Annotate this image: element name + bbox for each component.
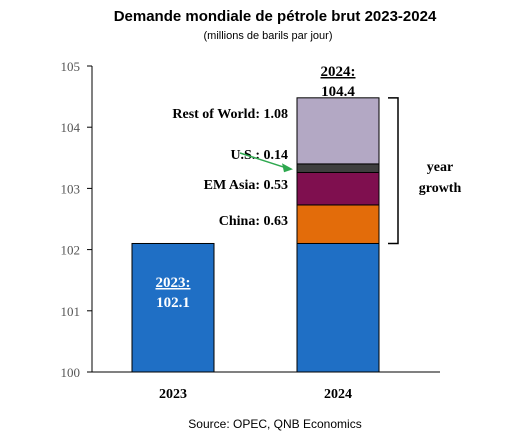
plot-area: 100 101 102 103 104 105 2023 2024 China: 0.63 EM …: [61, 59, 462, 402]
bar-segment-u-s-: [296, 163, 380, 173]
x-tick-label: 2024: [324, 387, 352, 402]
bar-label-value-2023: 102.1: [156, 295, 190, 311]
y-tick-label: 104: [61, 120, 81, 135]
x-tick-label: 2023: [159, 387, 187, 402]
bracket-label-line-2: growth: [419, 181, 462, 196]
chart-source: Source: OPEC, QNB Economics: [188, 417, 361, 431]
chart-subtitle: (millions de barils par jour): [204, 30, 333, 42]
bar-label-year-2023: 2023:: [156, 275, 191, 291]
y-tick-label: 105: [61, 59, 81, 74]
growth-bracket: [388, 97, 399, 245]
bar-label-year-2024: 2024:: [321, 64, 356, 80]
y-tick-label: 103: [61, 181, 81, 196]
arrow-line: [239, 152, 285, 168]
bar-base-2023: [131, 242, 215, 373]
segment-label: EM Asia: 0.53: [204, 178, 288, 193]
segment-label: U.S.: 0.14: [230, 148, 288, 163]
segment-label: China: 0.63: [219, 214, 288, 229]
bar-label-value-2024: 104.4: [321, 84, 355, 100]
y-tick-label: 100: [61, 365, 81, 380]
bracket-label-line-1: year: [427, 160, 453, 175]
bar-segment-em-asia: [296, 171, 380, 206]
bar-base-2024: [296, 242, 380, 373]
chart-title: Demande mondiale de pétrole brut 2023-20…: [114, 8, 437, 25]
arrow-head: [282, 163, 293, 173]
bar-segment-rest-of-world: [296, 97, 380, 165]
bar-segment-china: [296, 204, 380, 244]
y-tick-label: 102: [61, 243, 81, 258]
segment-label: Rest of World: 1.08: [172, 107, 288, 122]
y-tick-label: 101: [61, 304, 81, 319]
